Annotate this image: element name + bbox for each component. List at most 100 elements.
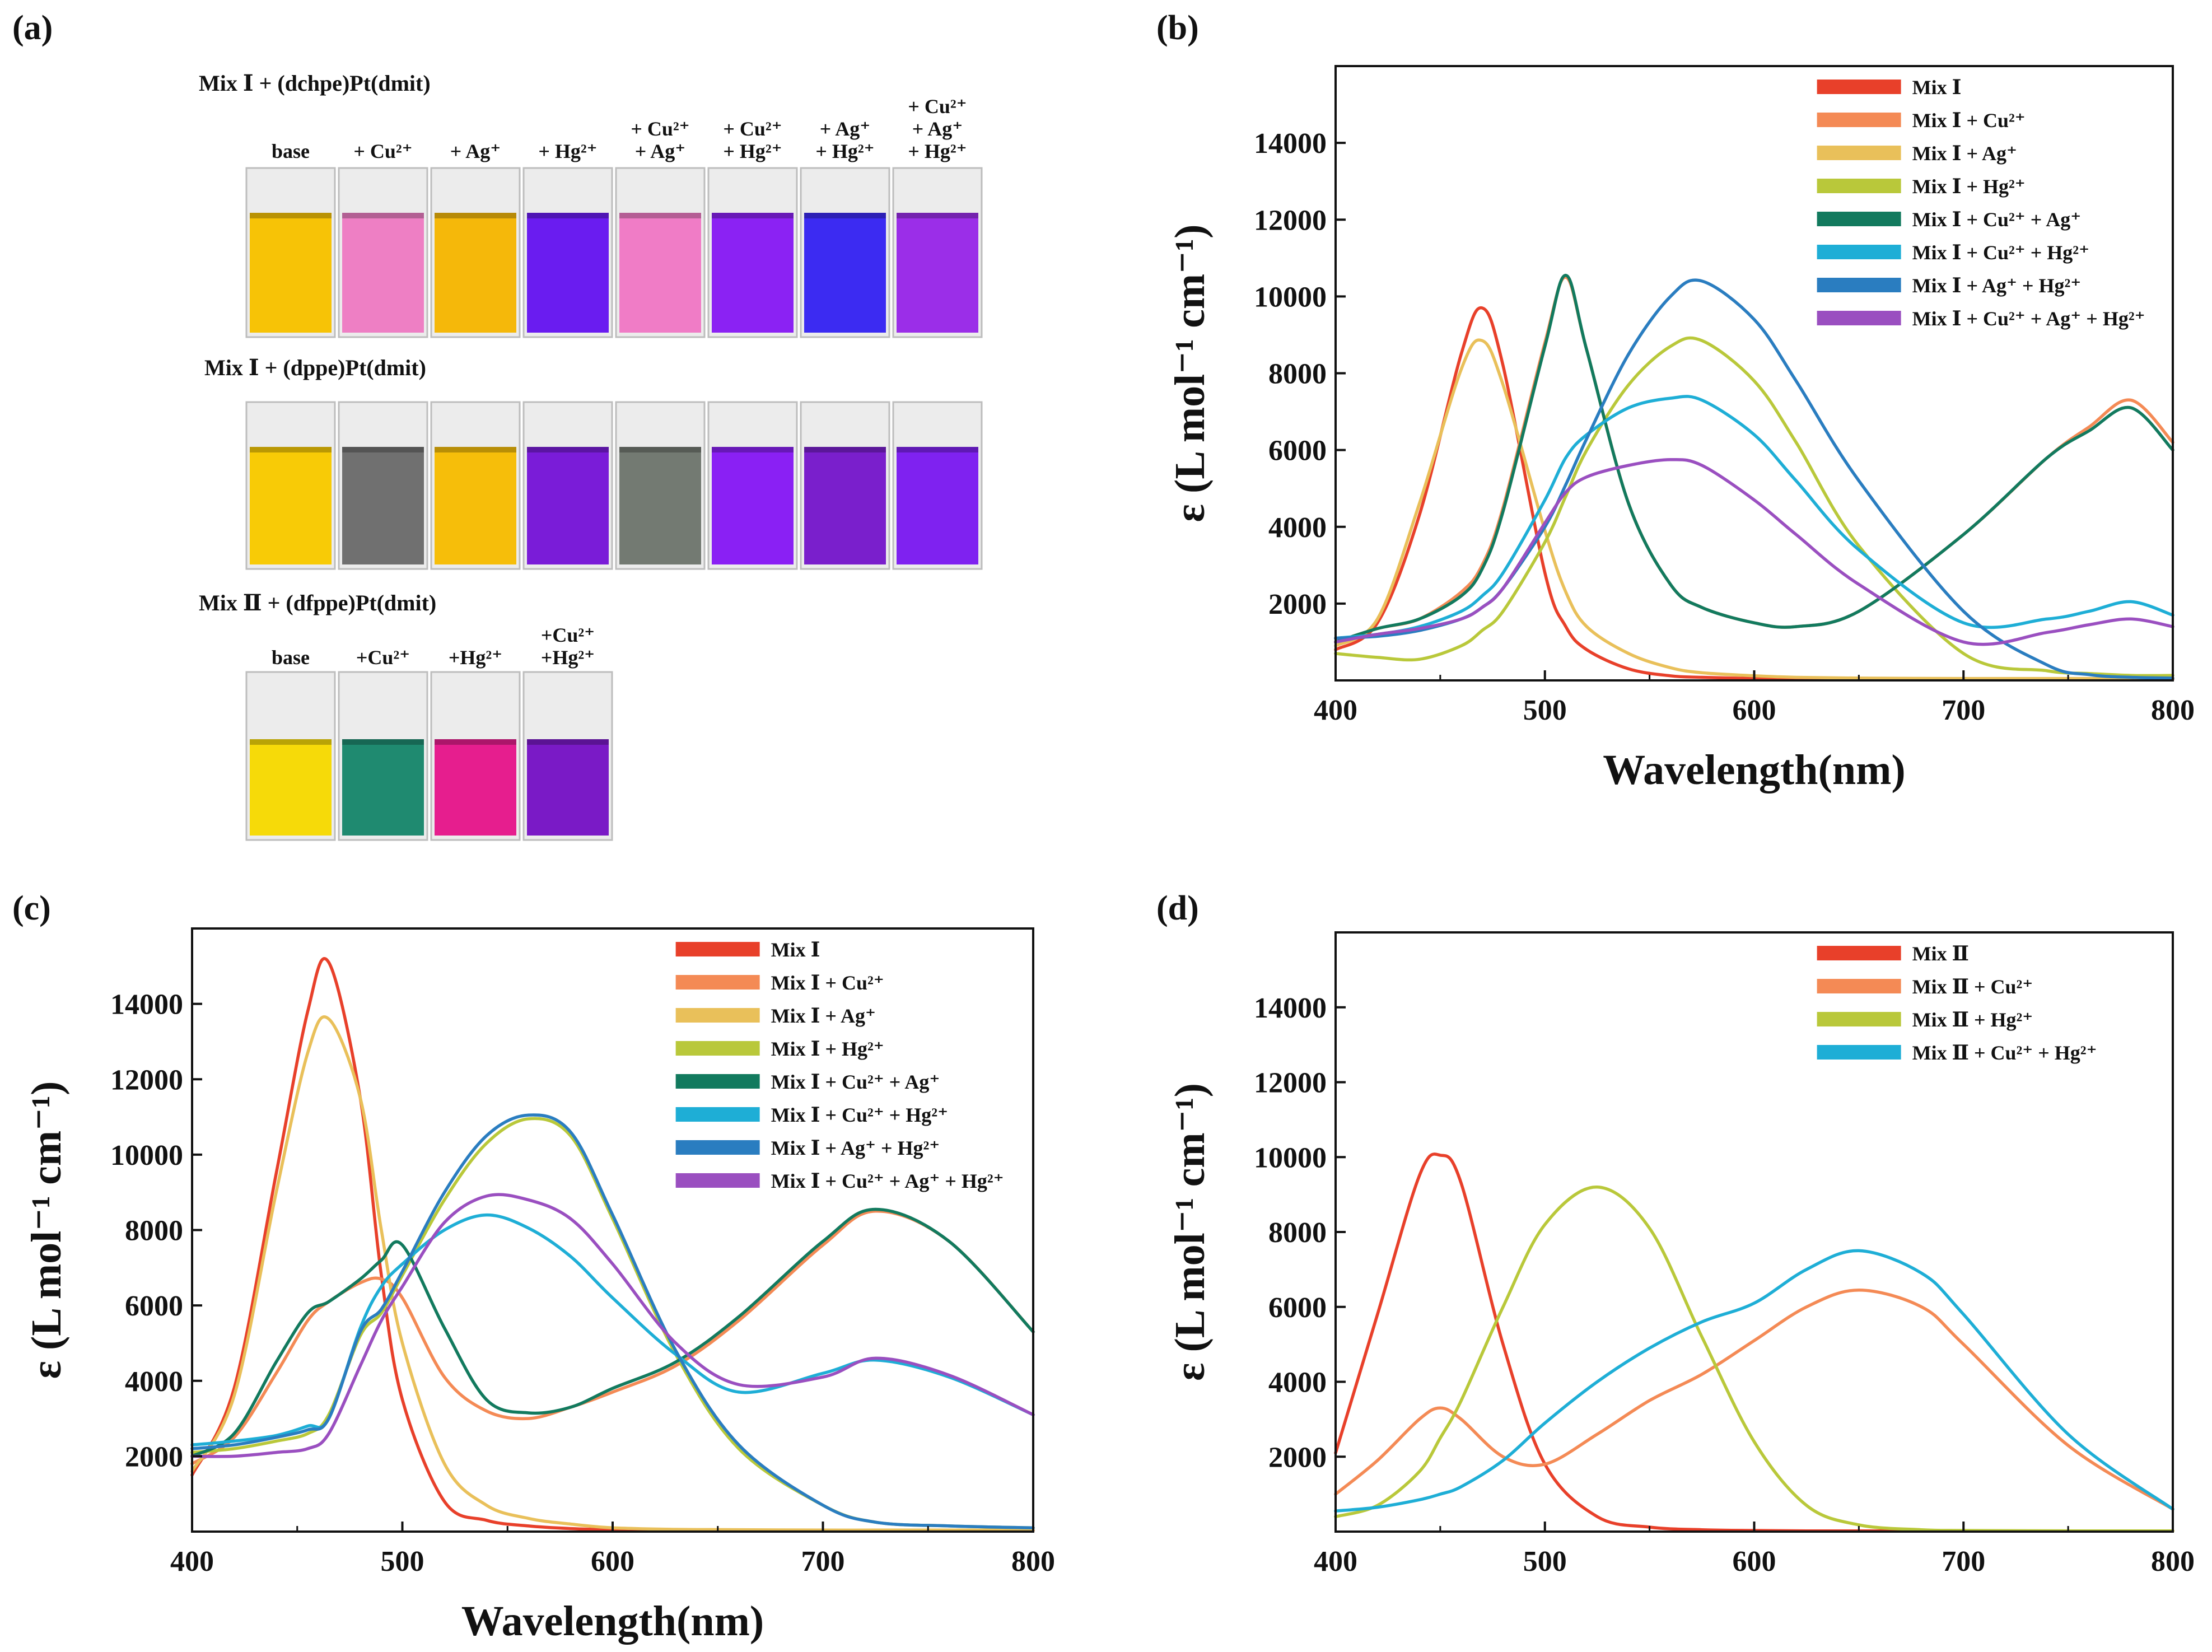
legend-label: Mix Ⅰ + Cu²⁺ + Hg²⁺ <box>1912 241 2089 264</box>
y-axis-label: ε (L mol⁻¹ cm⁻¹) <box>23 1081 70 1379</box>
legend-label: Mix Ⅰ + Ag⁺ + Hg²⁺ <box>1912 274 2082 297</box>
vial <box>615 167 706 338</box>
vial-liquid <box>342 213 424 333</box>
legend-label: Mix Ⅱ <box>1912 942 1969 965</box>
y-tick-label: 4000 <box>1268 512 1327 544</box>
vial-liquid <box>897 213 978 333</box>
y-tick-label: 14000 <box>1254 128 1327 160</box>
x-axis: 400 500 600 700 800 <box>1314 670 2195 726</box>
vial <box>892 167 983 338</box>
vial-row-3 <box>245 671 613 841</box>
vial-label: +Hg²⁺ <box>449 646 502 669</box>
panel-label-c: (c) <box>12 889 51 927</box>
legend-swatch <box>675 1041 760 1056</box>
vial <box>245 401 336 570</box>
y-tick-label: 12000 <box>110 1064 183 1096</box>
x-tick-label: 400 <box>1314 1546 1357 1578</box>
legend-label: Mix Ⅱ + Cu²⁺ <box>1912 976 2033 998</box>
vial-label: + Ag⁺ <box>450 140 501 162</box>
series-line <box>1334 395 2174 640</box>
y-tick-label: 2000 <box>1268 1441 1327 1473</box>
y-axis: 2000 4000 6000 8000 10000 12000 14000 <box>1254 128 1346 620</box>
vial-meniscus <box>250 447 332 452</box>
legend-label: Mix Ⅰ + Cu²⁺ <box>1912 109 2026 132</box>
vial-label: + Hg²⁺ <box>723 140 782 162</box>
vial-meniscus <box>712 447 794 452</box>
series-line <box>190 1015 1035 1532</box>
y-axis-label: ε (L mol⁻¹ cm⁻¹) <box>1166 1083 1214 1381</box>
vial-meniscus <box>527 213 609 218</box>
y-tick-label: 4000 <box>1268 1367 1327 1399</box>
legend-swatch <box>1817 245 1901 259</box>
y-tick-label: 10000 <box>110 1140 183 1172</box>
legend-swatch <box>1817 1045 1901 1060</box>
x-tick-label: 600 <box>1733 694 1776 726</box>
row1-heading: Mix Ⅰ + (dchpe)Pt(dmit) <box>199 71 431 96</box>
vial-label: + Hg²⁺ <box>908 140 967 162</box>
vial-labels: base + Cu²⁺ + Ag⁺ + Hg²⁺+ Cu²⁺+ Ag⁺+ Cu²⁺+ … <box>272 95 967 669</box>
vial-meniscus <box>619 447 701 452</box>
legend-swatch <box>675 942 760 956</box>
vial-row-2 <box>245 401 983 570</box>
vial <box>800 401 890 570</box>
series-line <box>1334 336 2174 678</box>
vial <box>430 671 521 841</box>
series-line <box>1334 1186 2174 1533</box>
vial-liquid <box>619 213 701 333</box>
y-tick-label: 4000 <box>125 1366 183 1398</box>
vial-label: + Ag⁺ <box>635 140 686 162</box>
vial-label: +Cu²⁺ <box>356 646 410 669</box>
vial-label: + Hg²⁺ <box>815 140 874 162</box>
legend-swatch <box>675 1074 760 1089</box>
y-tick-label: 6000 <box>1268 1292 1327 1324</box>
x-tick-label: 600 <box>1733 1546 1776 1578</box>
vial <box>430 167 521 338</box>
vial <box>338 167 428 338</box>
legend-label: Mix Ⅰ + Cu²⁺ + Ag⁺ + Hg²⁺ <box>1912 307 2145 330</box>
legend-label: Mix Ⅰ <box>1912 76 1962 99</box>
vial <box>707 167 798 338</box>
series-line <box>1334 1288 2174 1511</box>
vial-meniscus <box>435 447 516 452</box>
y-tick-label: 12000 <box>1254 1067 1327 1099</box>
vial <box>707 401 798 570</box>
legend-label: Mix Ⅰ + Cu²⁺ + Hg²⁺ <box>771 1104 948 1126</box>
vial-label: + Ag⁺ <box>912 118 963 140</box>
vial <box>892 401 983 570</box>
series-line <box>190 1207 1035 1458</box>
vial-meniscus <box>342 739 424 745</box>
vial-liquid <box>804 213 886 333</box>
vial <box>338 671 428 841</box>
panel-a-photo: (a) Mix Ⅰ + (dchpe)Pt(dmit) Mix Ⅰ + (dpp… <box>12 9 983 841</box>
vial-liquid <box>250 213 332 333</box>
chart-b: 400 500 600 700 800 2000 4000 6000 8000 10000 1200… <box>1166 65 2195 794</box>
legend-swatch <box>1817 113 1901 127</box>
vial-liquid <box>804 447 886 564</box>
series-line <box>190 1113 1035 1530</box>
x-tick-label: 800 <box>1011 1546 1055 1578</box>
vial-label: + Ag⁺ <box>820 118 871 140</box>
legend-label: Mix Ⅱ + Cu²⁺ + Hg²⁺ <box>1912 1042 2097 1064</box>
x-axis-label: Wavelength(nm) <box>1603 746 1905 794</box>
vial-liquid <box>435 213 516 333</box>
vial-meniscus <box>897 447 978 452</box>
vial <box>430 401 521 570</box>
x-tick-label: 400 <box>1314 694 1357 726</box>
vial <box>522 401 613 570</box>
y-axis: 2000 4000 6000 8000 10000 12000 14000 <box>1254 992 1346 1473</box>
series-line <box>190 1193 1035 1458</box>
x-tick-label: 700 <box>1942 694 1985 726</box>
y-tick-label: 8000 <box>1268 358 1327 390</box>
vial-row-1 <box>245 167 983 338</box>
series-line <box>1334 458 2174 646</box>
legend-label: Mix Ⅰ + Cu²⁺ + Ag⁺ + Hg²⁺ <box>771 1170 1004 1192</box>
panel-label-d: (d) <box>1156 889 1199 927</box>
panel-label-b: (b) <box>1156 9 1199 47</box>
vial-liquid <box>619 447 701 564</box>
vial-meniscus <box>897 213 978 218</box>
vial-meniscus <box>342 213 424 218</box>
vial <box>615 401 706 570</box>
vial-meniscus <box>250 213 332 218</box>
x-tick-label: 600 <box>591 1546 634 1578</box>
